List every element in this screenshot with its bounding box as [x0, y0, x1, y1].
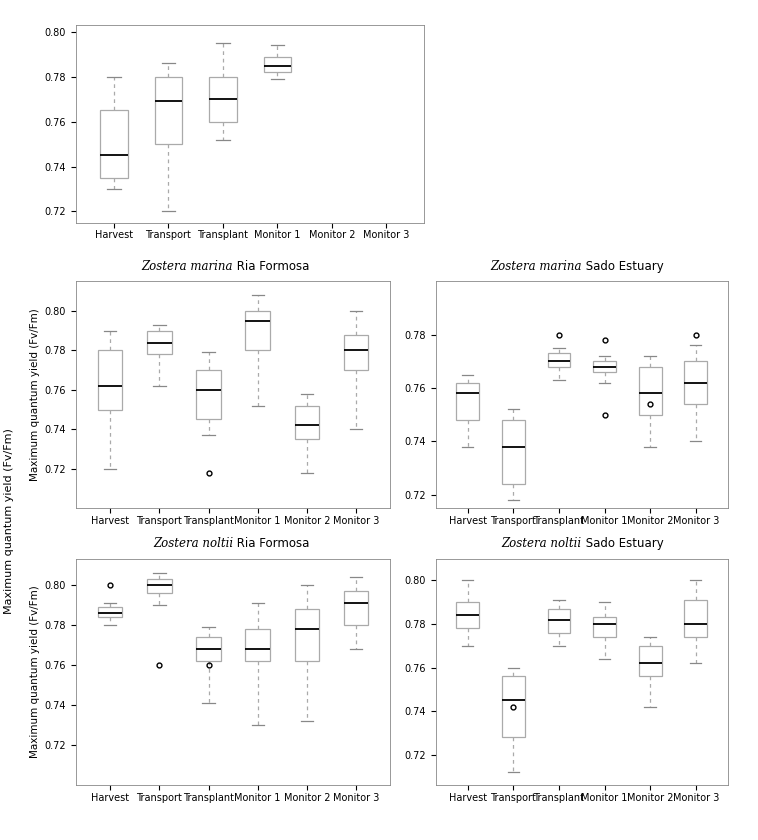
- Text: Sado Estuary: Sado Estuary: [582, 260, 663, 273]
- PathPatch shape: [155, 76, 182, 144]
- PathPatch shape: [147, 331, 171, 354]
- PathPatch shape: [100, 110, 127, 178]
- PathPatch shape: [209, 76, 236, 122]
- PathPatch shape: [343, 334, 368, 370]
- PathPatch shape: [456, 383, 479, 420]
- Text: Zostera noltii: Zostera noltii: [153, 538, 233, 550]
- PathPatch shape: [594, 361, 616, 372]
- PathPatch shape: [639, 646, 662, 676]
- Text: Maximum quantum yield (Fv/Fm): Maximum quantum yield (Fv/Fm): [4, 428, 14, 614]
- Y-axis label: Maximum quantum yield (Fv/Fm): Maximum quantum yield (Fv/Fm): [30, 308, 40, 481]
- PathPatch shape: [246, 629, 270, 661]
- PathPatch shape: [295, 609, 319, 661]
- PathPatch shape: [295, 406, 319, 439]
- PathPatch shape: [547, 354, 570, 367]
- Text: Zostera marina: Zostera marina: [142, 260, 233, 273]
- Text: Zostera noltii: Zostera noltii: [502, 538, 582, 550]
- PathPatch shape: [456, 602, 479, 628]
- PathPatch shape: [196, 370, 221, 419]
- PathPatch shape: [594, 617, 616, 637]
- PathPatch shape: [639, 367, 662, 415]
- PathPatch shape: [246, 311, 270, 350]
- Text: Sado Estuary: Sado Estuary: [582, 538, 663, 550]
- Text: Ria Formosa: Ria Formosa: [233, 538, 309, 550]
- PathPatch shape: [343, 591, 368, 625]
- PathPatch shape: [98, 606, 123, 617]
- PathPatch shape: [502, 676, 525, 738]
- PathPatch shape: [98, 350, 123, 410]
- Y-axis label: Maximum quantum yield (Fv/Fm): Maximum quantum yield (Fv/Fm): [30, 585, 40, 759]
- PathPatch shape: [684, 600, 707, 637]
- PathPatch shape: [196, 637, 221, 661]
- Text: Zostera marina: Zostera marina: [490, 260, 582, 273]
- PathPatch shape: [684, 361, 707, 404]
- Text: Ria Formosa: Ria Formosa: [233, 260, 309, 273]
- PathPatch shape: [264, 56, 291, 72]
- PathPatch shape: [147, 579, 171, 593]
- PathPatch shape: [502, 420, 525, 484]
- PathPatch shape: [547, 609, 570, 633]
